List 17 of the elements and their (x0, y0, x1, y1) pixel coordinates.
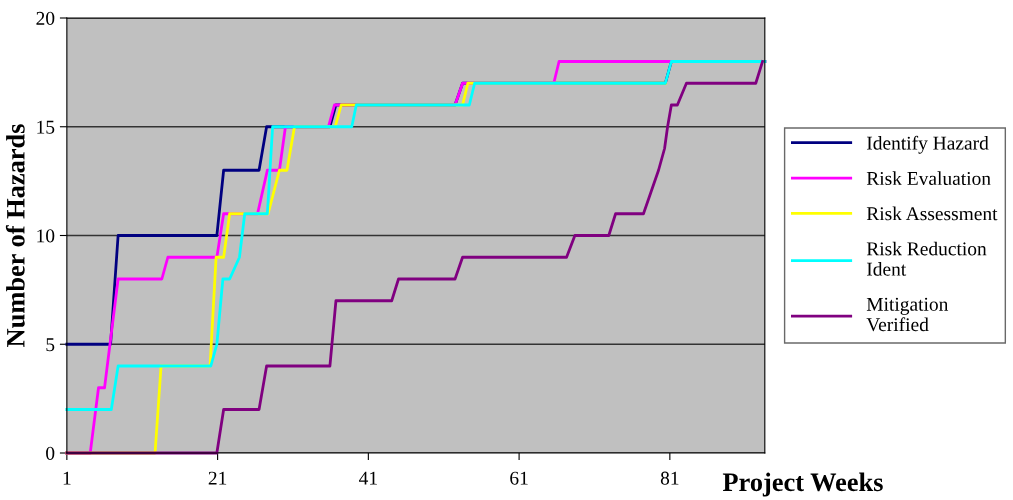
legend-label: Risk Assessment (866, 206, 998, 221)
legend-label: Risk Evaluation (866, 171, 991, 186)
x-tick-label: 61 (510, 471, 528, 485)
y-tick-label: 20 (36, 11, 55, 25)
y-axis-title: Number of Hazards (5, 124, 25, 347)
y-tick-label: 15 (37, 120, 55, 134)
legend-label: Mitigation Verified (866, 297, 949, 332)
y-tick-label: 0 (46, 446, 55, 460)
legend-label: Identify Hazard (866, 135, 989, 154)
legend-label: Risk Reduction Ident (866, 241, 987, 276)
x-tick-label: 21 (208, 471, 227, 485)
x-axis-title: Project Weeks (722, 472, 883, 497)
y-tick-label: 10 (37, 229, 55, 243)
x-tick-label: 41 (359, 471, 377, 485)
y-tick-label: 5 (46, 338, 55, 352)
x-tick-label: 81 (660, 471, 679, 485)
x-tick-label: 1 (63, 471, 71, 485)
